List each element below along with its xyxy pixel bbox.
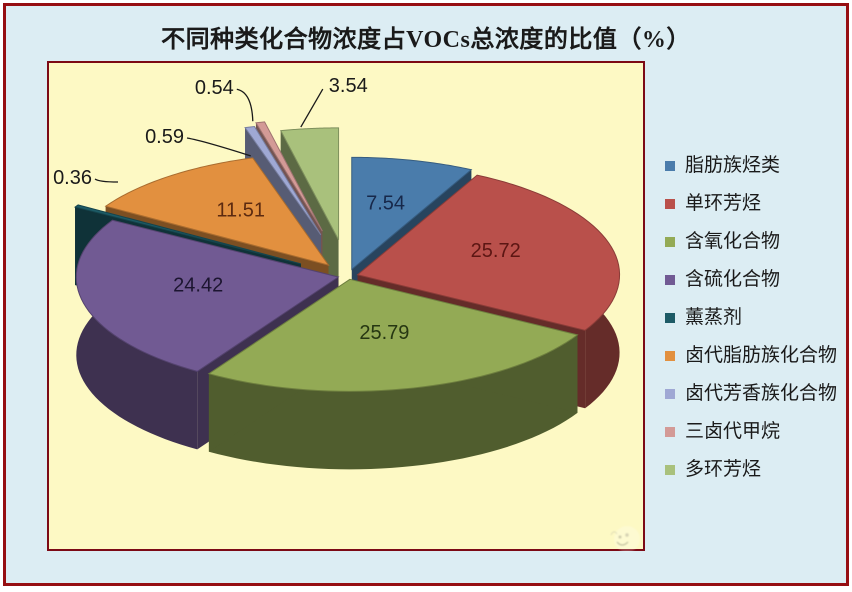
svg-text:11.51: 11.51 bbox=[216, 199, 265, 221]
svg-text:3.54: 3.54 bbox=[329, 75, 368, 97]
svg-text:7.54: 7.54 bbox=[366, 193, 405, 215]
svg-text:0.59: 0.59 bbox=[145, 126, 184, 148]
svg-text:0.54: 0.54 bbox=[195, 77, 234, 99]
svg-text:25.79: 25.79 bbox=[359, 322, 409, 344]
svg-text:0.36: 0.36 bbox=[53, 167, 92, 189]
svg-text:25.72: 25.72 bbox=[471, 240, 521, 262]
svg-text:24.42: 24.42 bbox=[173, 274, 223, 296]
